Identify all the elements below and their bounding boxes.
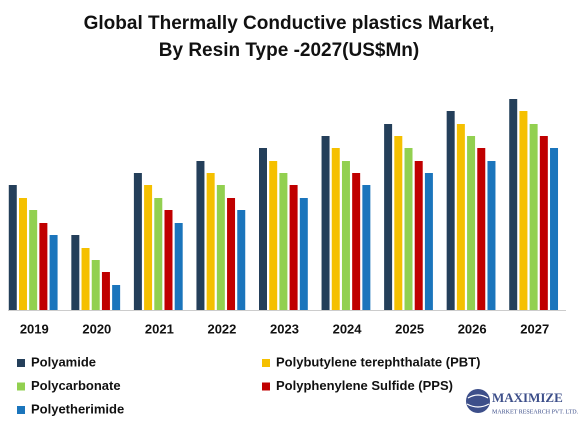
bar <box>289 185 298 310</box>
legend-label: Polyphenylene Sulfide (PPS) <box>276 378 453 393</box>
bar <box>154 198 163 310</box>
bar <box>174 223 183 310</box>
chart-title: Global Thermally Conductive plastics Mar… <box>84 13 495 34</box>
bar <box>321 136 330 310</box>
bar <box>133 173 142 310</box>
legend-label: Polyetherimide <box>31 401 124 416</box>
x-tick-label: 2024 <box>333 321 363 336</box>
x-tick-label: 2022 <box>207 321 236 336</box>
bar <box>341 161 350 310</box>
bar <box>216 185 225 310</box>
bar <box>467 136 476 310</box>
x-tick-label: 2025 <box>395 321 424 336</box>
logo-globe <box>466 389 490 413</box>
bar <box>352 173 361 310</box>
bar <box>101 272 110 310</box>
legend-label: Polyamide <box>31 354 96 369</box>
bar <box>91 260 100 310</box>
bar <box>144 185 153 310</box>
bar <box>259 148 267 310</box>
bar <box>404 148 413 310</box>
legend-swatch <box>17 359 25 367</box>
bar <box>456 124 465 310</box>
bar <box>269 161 278 310</box>
bar <box>196 161 205 310</box>
legend-swatch <box>17 406 25 414</box>
bar <box>237 210 246 310</box>
x-tick-label: 2026 <box>458 321 487 336</box>
bar <box>8 185 17 310</box>
logo-name: MAXIMIZE <box>492 390 563 405</box>
legend-label: Polycarbonate <box>31 378 121 393</box>
bar <box>279 173 288 310</box>
bar <box>81 248 90 310</box>
bar <box>29 210 38 310</box>
bar <box>509 99 518 310</box>
bar <box>206 173 215 310</box>
bar <box>414 161 423 310</box>
bar <box>446 111 455 310</box>
chart-title: By Resin Type -2027(US$Mn) <box>159 40 419 61</box>
bar <box>227 198 236 310</box>
logo: MAXIMIZE MARKET RESEARCH PVT. LTD. <box>466 389 579 415</box>
x-tick-label: 2019 <box>20 321 49 336</box>
bar <box>487 161 496 310</box>
bar <box>550 148 559 310</box>
bar <box>384 124 393 310</box>
legend-label: Polybutylene terephthalate (PBT) <box>276 354 480 369</box>
bar <box>49 235 58 310</box>
bar <box>71 235 80 310</box>
logo-tagline: MARKET RESEARCH PVT. LTD. <box>492 409 579 415</box>
bar <box>477 148 486 310</box>
legend-swatch <box>262 382 270 391</box>
x-tick-label: 2021 <box>145 321 174 336</box>
bar <box>519 111 528 310</box>
bar <box>529 124 538 310</box>
bar <box>39 223 48 310</box>
bar <box>18 198 27 310</box>
bar <box>164 210 173 310</box>
bar <box>539 136 548 310</box>
bar <box>424 173 433 310</box>
bar <box>112 285 121 310</box>
x-tick-label: 2023 <box>270 321 299 336</box>
bar <box>362 185 371 310</box>
bar <box>299 198 308 310</box>
legend-swatch <box>17 382 25 391</box>
bar <box>394 136 403 310</box>
bar <box>331 148 340 310</box>
logo-lines <box>466 394 490 408</box>
x-tick-label: 2027 <box>520 321 549 336</box>
legend-swatch <box>262 359 270 367</box>
x-tick-label: 2020 <box>82 321 111 336</box>
